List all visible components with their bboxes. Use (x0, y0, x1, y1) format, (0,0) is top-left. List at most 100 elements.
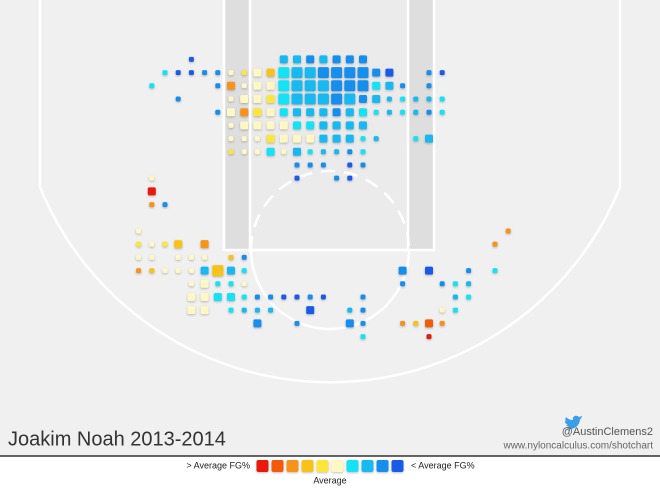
shot-square (304, 93, 316, 105)
shot-square (345, 108, 354, 117)
free-throw-circle-dashed (249, 169, 411, 251)
shot-square (413, 320, 419, 326)
shot-square (439, 70, 445, 76)
shot-square (466, 294, 472, 300)
shot-square (344, 67, 356, 79)
shot-square (175, 96, 181, 102)
shot-square (266, 68, 275, 77)
shot-square (360, 149, 366, 155)
shot-square (331, 93, 343, 105)
shot-square (293, 134, 301, 143)
legend-left: > Average FG% (186, 460, 250, 470)
shot-square (307, 162, 313, 168)
shot-square (426, 70, 432, 76)
shot-square (200, 279, 209, 288)
shot-square (331, 67, 343, 79)
shot-square (254, 136, 260, 142)
shot-square (228, 70, 234, 76)
key-inner (250, 0, 408, 250)
shot-square (136, 254, 142, 260)
shot-square (162, 202, 168, 208)
shot-square (413, 109, 419, 115)
shot-square (452, 294, 458, 300)
shot-square (294, 320, 300, 326)
shot-square (253, 108, 262, 117)
shot-square (281, 294, 287, 300)
shot-square (332, 108, 341, 117)
shot-square (149, 83, 155, 89)
shot-square (347, 307, 353, 313)
shot-square (215, 281, 221, 287)
shot-square (293, 147, 301, 156)
shot-square (174, 240, 183, 249)
shot-square (345, 55, 354, 64)
shot-square (385, 81, 394, 90)
shot-square (175, 254, 181, 260)
shot-square (425, 266, 433, 275)
shot-square (357, 80, 369, 92)
shot-square (279, 134, 288, 143)
shot-square (279, 55, 288, 64)
shot-square (254, 149, 260, 155)
shot-square (372, 68, 381, 77)
shot-square (228, 149, 234, 155)
shot-square (293, 108, 301, 117)
shot-square (175, 268, 181, 274)
shot-square (136, 268, 142, 274)
shot-square (345, 121, 354, 130)
shot-square (254, 294, 260, 300)
shot-square (466, 281, 472, 287)
shot-square (187, 292, 196, 301)
shot-square (360, 320, 366, 326)
shot-square (213, 292, 222, 301)
shot-square (359, 94, 367, 103)
shot-square (241, 281, 247, 287)
shot-square (202, 70, 208, 76)
shot-square (162, 70, 168, 76)
shot-square (307, 294, 313, 300)
shot-square (240, 121, 249, 130)
shot-square (360, 294, 366, 300)
shot-square (215, 70, 221, 76)
shot-square (306, 121, 315, 130)
shot-square (317, 67, 329, 79)
shot-square (187, 306, 196, 315)
shot-square (228, 96, 234, 102)
shot-square (200, 240, 209, 249)
shot-square (228, 307, 234, 313)
shot-square (386, 96, 392, 102)
shot-square (439, 307, 445, 313)
shot-square (373, 136, 379, 142)
shot-square (188, 268, 194, 274)
legend-swatch (301, 460, 314, 472)
shot-square (215, 83, 221, 89)
legend-swatch (346, 460, 359, 472)
shot-square (253, 68, 262, 77)
shot-square (212, 265, 224, 277)
shot-square (320, 149, 326, 155)
shot-square (359, 55, 367, 64)
shot-square (372, 94, 381, 103)
shot-square (347, 162, 353, 168)
shot-square (266, 121, 275, 130)
shot-square (347, 175, 353, 181)
lane-outline (248, 0, 410, 252)
shot-square (294, 175, 300, 181)
shot-square (291, 93, 303, 105)
shot-square (253, 81, 262, 90)
legend-right: < Average FG% (411, 460, 475, 470)
court-lines (38, 0, 622, 384)
shot-square (334, 175, 340, 181)
shot-square (319, 108, 328, 117)
shot-square (360, 307, 366, 313)
legend-swatch (256, 460, 269, 472)
shot-square (426, 83, 432, 89)
shot-square (317, 93, 329, 105)
shot-square (266, 81, 275, 90)
shot-square (400, 83, 406, 89)
shot-square (162, 241, 168, 247)
shot-square (359, 108, 367, 117)
legend-swatch (361, 460, 374, 472)
shot-square (175, 70, 181, 76)
